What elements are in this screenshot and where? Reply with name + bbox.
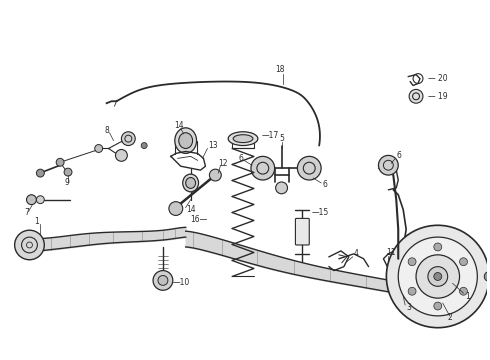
Text: 6: 6 xyxy=(396,151,401,160)
Circle shape xyxy=(26,195,36,204)
Circle shape xyxy=(460,287,467,295)
Text: —10: —10 xyxy=(173,278,190,287)
Circle shape xyxy=(387,225,489,328)
Text: 8: 8 xyxy=(104,126,109,135)
Circle shape xyxy=(484,271,490,282)
Text: —17: —17 xyxy=(262,131,279,140)
Circle shape xyxy=(169,202,183,215)
Text: 9: 9 xyxy=(64,179,69,188)
Circle shape xyxy=(408,258,416,266)
Text: 3: 3 xyxy=(406,303,411,312)
Ellipse shape xyxy=(233,135,253,143)
Circle shape xyxy=(122,132,135,145)
Circle shape xyxy=(434,302,442,310)
Circle shape xyxy=(434,243,442,251)
Ellipse shape xyxy=(179,133,193,148)
Circle shape xyxy=(416,255,460,298)
Circle shape xyxy=(209,169,221,181)
Circle shape xyxy=(434,273,442,280)
Text: — 19: — 19 xyxy=(428,92,447,101)
Circle shape xyxy=(15,230,44,260)
Text: 5: 5 xyxy=(280,134,285,143)
Circle shape xyxy=(36,196,44,204)
Circle shape xyxy=(428,267,448,286)
Circle shape xyxy=(64,168,72,176)
Text: 2: 2 xyxy=(448,313,452,322)
Text: 4: 4 xyxy=(354,249,359,258)
Text: 11: 11 xyxy=(387,248,396,257)
Circle shape xyxy=(409,89,423,103)
Circle shape xyxy=(297,156,321,180)
Text: 12: 12 xyxy=(219,159,228,168)
Text: 1: 1 xyxy=(466,292,470,301)
Text: —15: —15 xyxy=(311,208,328,217)
Text: 1: 1 xyxy=(34,217,39,226)
Ellipse shape xyxy=(175,128,196,153)
Circle shape xyxy=(158,275,168,285)
Circle shape xyxy=(36,169,44,177)
Circle shape xyxy=(251,156,275,180)
Ellipse shape xyxy=(186,177,196,188)
Circle shape xyxy=(95,145,102,152)
Circle shape xyxy=(141,143,147,148)
Circle shape xyxy=(408,287,416,295)
Text: 16—: 16— xyxy=(190,215,207,224)
Text: 6: 6 xyxy=(322,180,327,189)
FancyBboxPatch shape xyxy=(295,219,309,245)
Circle shape xyxy=(56,158,64,166)
Text: 14: 14 xyxy=(174,121,183,130)
Circle shape xyxy=(153,271,173,290)
Text: 18: 18 xyxy=(276,65,285,74)
Circle shape xyxy=(460,258,467,266)
Text: 7: 7 xyxy=(24,208,29,217)
Text: 14: 14 xyxy=(187,205,196,214)
Circle shape xyxy=(116,149,127,161)
Ellipse shape xyxy=(228,132,258,145)
Text: — 20: — 20 xyxy=(428,74,447,83)
Text: 6: 6 xyxy=(238,154,243,163)
Text: 13: 13 xyxy=(208,141,218,150)
Circle shape xyxy=(398,237,477,316)
Circle shape xyxy=(276,182,288,194)
Ellipse shape xyxy=(183,174,198,192)
Circle shape xyxy=(378,156,398,175)
